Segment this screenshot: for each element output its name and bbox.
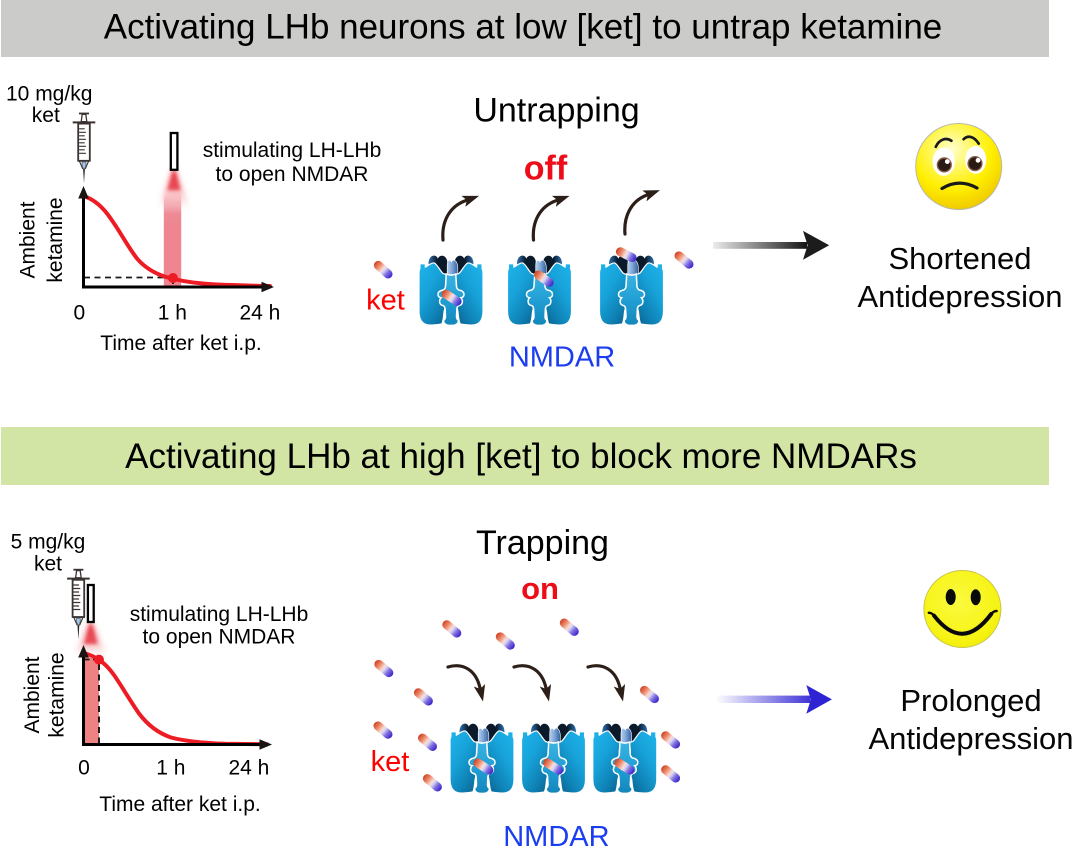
svg-text:Shortened: Shortened — [888, 241, 1031, 276]
svg-text:NMDAR: NMDAR — [503, 821, 609, 853]
svg-text:Ambient: Ambient — [17, 201, 40, 278]
svg-text:to open NMDAR: to open NMDAR — [143, 626, 296, 649]
svg-text:NMDAR: NMDAR — [509, 342, 615, 374]
svg-text:ket: ket — [366, 285, 405, 317]
svg-text:1 h: 1 h — [156, 757, 185, 780]
svg-text:stimulating LH-LHb: stimulating LH-LHb — [130, 603, 309, 626]
svg-text:5 mg/kg: 5 mg/kg — [11, 531, 86, 554]
svg-text:24 h: 24 h — [228, 757, 269, 780]
svg-text:Antidepression: Antidepression — [857, 279, 1062, 314]
svg-text:Activating LHb at high [ket] t: Activating LHb at high [ket] to block mo… — [125, 437, 917, 476]
svg-text:Prolonged: Prolonged — [900, 683, 1041, 718]
svg-text:Untrapping: Untrapping — [473, 92, 639, 130]
svg-text:ket: ket — [32, 104, 60, 127]
svg-text:Trapping: Trapping — [476, 524, 609, 562]
svg-text:stimulating LH-LHb: stimulating LH-LHb — [203, 139, 382, 162]
svg-text:24 h: 24 h — [239, 302, 280, 325]
svg-text:to open NMDAR: to open NMDAR — [216, 163, 369, 186]
svg-text:Antidepression: Antidepression — [868, 721, 1073, 756]
svg-text:Activating LHb neurons at low: Activating LHb neurons at low [ket] to u… — [104, 8, 943, 47]
svg-text:Time after ket i.p.: Time after ket i.p. — [99, 793, 260, 816]
svg-text:off: off — [524, 150, 568, 188]
svg-text:Time after ket i.p.: Time after ket i.p. — [100, 332, 261, 355]
svg-text:ket: ket — [371, 746, 410, 778]
svg-text:ketamine: ketamine — [44, 197, 67, 282]
svg-text:Ambient: Ambient — [21, 656, 44, 733]
svg-text:0: 0 — [78, 757, 90, 780]
svg-text:ket: ket — [34, 553, 62, 576]
svg-text:on: on — [521, 571, 559, 606]
svg-text:0: 0 — [74, 302, 86, 325]
svg-text:ketamine: ketamine — [46, 652, 69, 737]
svg-text:1 h: 1 h — [158, 302, 187, 325]
svg-text:10 mg/kg: 10 mg/kg — [6, 82, 92, 105]
